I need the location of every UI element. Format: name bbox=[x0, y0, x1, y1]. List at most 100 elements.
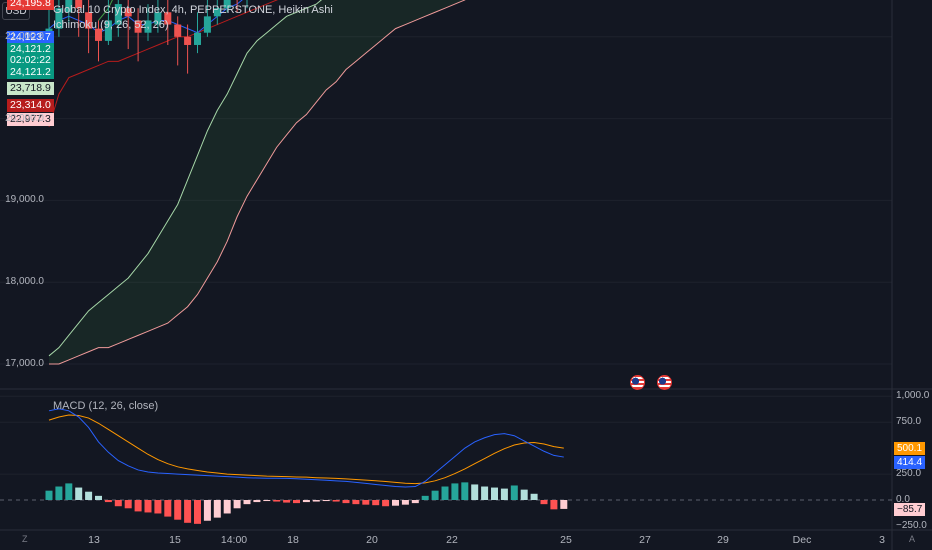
candle-body bbox=[134, 20, 142, 33]
candle-body bbox=[164, 12, 172, 25]
macd-histogram-bar bbox=[55, 486, 63, 500]
macd-histogram-bar bbox=[95, 495, 102, 500]
macd-histogram-bar bbox=[253, 500, 261, 503]
macd-histogram-bar bbox=[530, 493, 538, 500]
time-axis-label: 13 bbox=[88, 534, 100, 546]
candle-body bbox=[65, 0, 73, 13]
macd-histogram-bar bbox=[500, 488, 508, 500]
macd-histogram-bar bbox=[421, 495, 429, 500]
macd-histogram-bar bbox=[352, 500, 360, 505]
symbol-title[interactable]: Global 10 Crypto Index, 4h, PEPPERSTONE,… bbox=[53, 4, 333, 16]
senkou-span-a bbox=[48, 0, 323, 357]
macd-histogram-bar bbox=[233, 500, 241, 509]
macd-histogram-bar bbox=[411, 500, 419, 504]
macd-histogram-bar bbox=[481, 486, 489, 500]
price-value-tag: 24,121.2 bbox=[7, 66, 54, 79]
candle-body bbox=[184, 36, 192, 45]
time-axis-label: 18 bbox=[287, 534, 299, 546]
us-flag-event-icon[interactable] bbox=[630, 375, 645, 390]
macd-histogram-bar bbox=[431, 490, 439, 500]
macd-histogram-bar bbox=[213, 500, 221, 518]
macd-line bbox=[48, 408, 564, 488]
senkou-span-b bbox=[49, 0, 466, 365]
time-axis-label: 14:00 bbox=[220, 534, 248, 546]
time-axis-label: 25 bbox=[560, 534, 572, 546]
macd-histogram-bar bbox=[114, 500, 122, 507]
macd-histogram-bar bbox=[203, 500, 211, 521]
time-axis-label: 15 bbox=[169, 534, 181, 546]
macd-histogram-bar bbox=[124, 500, 132, 509]
macd-histogram-bar bbox=[392, 500, 399, 506]
candle-body bbox=[85, 12, 93, 29]
macd-signal-line bbox=[48, 414, 564, 485]
chart-legend: Global 10 Crypto Index, 4h, PEPPERSTONE,… bbox=[53, 3, 333, 33]
time-axis-label: 27 bbox=[639, 534, 651, 546]
time-axis-label: 20 bbox=[366, 534, 378, 546]
macd-histogram-bar bbox=[223, 500, 231, 514]
macd-histogram-bar bbox=[461, 482, 469, 500]
price-value-tag: 23,718.9 bbox=[7, 82, 54, 95]
kijun-sen bbox=[48, 0, 278, 127]
indicator-label[interactable]: Ichimoku (9, 26, 52, 26) bbox=[53, 19, 169, 31]
macd-histogram-bar bbox=[441, 486, 449, 500]
macd-histogram-bar bbox=[510, 485, 518, 500]
macd-histogram-bar bbox=[243, 500, 251, 505]
macd-histogram-bar bbox=[85, 491, 93, 500]
auto-scale-button[interactable]: A bbox=[909, 534, 916, 544]
price-value-tag: 23,314.0 bbox=[7, 99, 54, 112]
macd-axis-label: 750.0 bbox=[896, 416, 922, 428]
price-axis-label: 21,000.0 bbox=[5, 30, 44, 42]
macd-histogram-bar bbox=[322, 500, 330, 502]
price-value-tag: 24,121.2 bbox=[7, 43, 54, 56]
macd-histogram-bar bbox=[184, 500, 192, 523]
price-value-tag: 24,195.8 bbox=[7, 0, 54, 10]
macd-histogram-bar bbox=[302, 500, 310, 503]
macd-axis-label: −250.0 bbox=[896, 519, 927, 531]
kumo-cloud bbox=[49, 0, 465, 364]
candle-body bbox=[104, 20, 112, 41]
macd-histogram-bar bbox=[164, 500, 172, 517]
macd-histogram-bar bbox=[540, 500, 548, 505]
macd-histogram-bar bbox=[550, 500, 558, 510]
macd-histogram-bar bbox=[174, 500, 182, 520]
macd-histogram-bar bbox=[293, 500, 300, 504]
candle-body bbox=[75, 0, 83, 9]
time-axis-label: 3 bbox=[879, 534, 885, 546]
macd-value-tag: 500.1 bbox=[894, 442, 926, 456]
price-axis-label: 19,000.0 bbox=[5, 194, 44, 206]
currency-label: USD bbox=[5, 5, 27, 17]
price-axis-label: 17,000.0 bbox=[5, 358, 44, 369]
macd-histogram-bar bbox=[382, 500, 390, 507]
candle-body bbox=[223, 0, 231, 9]
candle-body bbox=[174, 24, 182, 37]
macd-histogram-bar bbox=[283, 500, 291, 503]
macd-histogram-bar bbox=[104, 500, 112, 503]
timezone-button[interactable]: Z bbox=[22, 534, 28, 544]
macd-histogram-bar bbox=[75, 487, 83, 500]
macd-histogram-bar bbox=[134, 500, 142, 512]
macd-histogram-bar bbox=[451, 483, 459, 500]
price-axis-label: 20,000.0 bbox=[5, 112, 44, 124]
candle-body bbox=[194, 32, 201, 45]
price-value-tag: 02:02:22 bbox=[7, 54, 54, 67]
macd-histogram-bar bbox=[144, 500, 152, 513]
macd-legend[interactable]: MACD (12, 26, close) bbox=[53, 400, 159, 412]
candle-body bbox=[114, 4, 122, 25]
macd-histogram-bar bbox=[332, 500, 340, 502]
candle-body bbox=[95, 28, 102, 41]
macd-histogram-bar bbox=[45, 490, 53, 500]
macd-histogram-bar bbox=[312, 500, 320, 502]
price-value-tag: 22,977.3 bbox=[7, 113, 54, 126]
macd-histogram-bar bbox=[471, 484, 479, 500]
macd-histogram-bar bbox=[194, 500, 201, 524]
candle-body bbox=[154, 12, 162, 25]
candle-body bbox=[144, 20, 152, 33]
macd-histogram-bar bbox=[65, 483, 73, 500]
macd-histogram-bar bbox=[263, 500, 271, 502]
us-flag-event-icon[interactable] bbox=[657, 375, 672, 390]
candle-body bbox=[55, 8, 63, 29]
macd-histogram-bar bbox=[273, 500, 281, 502]
time-axis-label: 29 bbox=[717, 534, 729, 546]
macd-histogram-bar bbox=[362, 500, 370, 505]
